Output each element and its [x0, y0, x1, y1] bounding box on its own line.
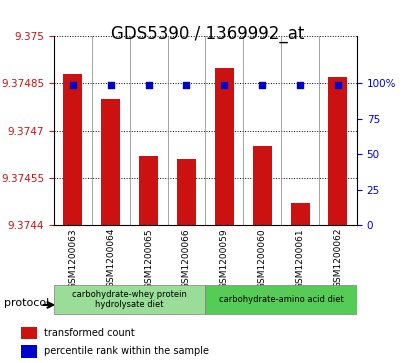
Bar — [329, 77, 347, 225]
Bar — [21, 345, 37, 358]
Point — [297, 82, 303, 87]
Point — [259, 82, 266, 87]
Text: GSM1200063: GSM1200063 — [68, 228, 77, 289]
Bar — [253, 146, 272, 225]
Point — [221, 82, 228, 87]
Text: GSM1200059: GSM1200059 — [220, 228, 229, 289]
Point — [334, 82, 341, 87]
Text: GSM1200065: GSM1200065 — [144, 228, 153, 289]
Bar — [215, 68, 234, 225]
Point — [183, 82, 190, 87]
Text: carbohydrate-whey protein
hydrolysate diet: carbohydrate-whey protein hydrolysate di… — [72, 290, 187, 309]
Text: GSM1200062: GSM1200062 — [334, 228, 342, 289]
Text: transformed count: transformed count — [44, 328, 134, 338]
Bar — [290, 203, 310, 225]
Bar — [63, 74, 82, 225]
Bar — [177, 159, 196, 225]
Bar — [139, 156, 158, 225]
Bar — [101, 99, 120, 225]
Text: GSM1200066: GSM1200066 — [182, 228, 191, 289]
Point — [70, 82, 76, 87]
FancyBboxPatch shape — [54, 285, 205, 314]
FancyBboxPatch shape — [205, 285, 357, 314]
Text: protocol: protocol — [4, 298, 49, 308]
Text: GSM1200064: GSM1200064 — [106, 228, 115, 289]
Text: carbohydrate-amino acid diet: carbohydrate-amino acid diet — [219, 295, 344, 304]
Text: GSM1200061: GSM1200061 — [295, 228, 305, 289]
Text: GDS5390 / 1369992_at: GDS5390 / 1369992_at — [111, 25, 304, 44]
Point — [107, 82, 114, 87]
Point — [145, 82, 152, 87]
Text: percentile rank within the sample: percentile rank within the sample — [44, 346, 209, 356]
Text: GSM1200060: GSM1200060 — [258, 228, 267, 289]
Bar — [21, 327, 37, 339]
